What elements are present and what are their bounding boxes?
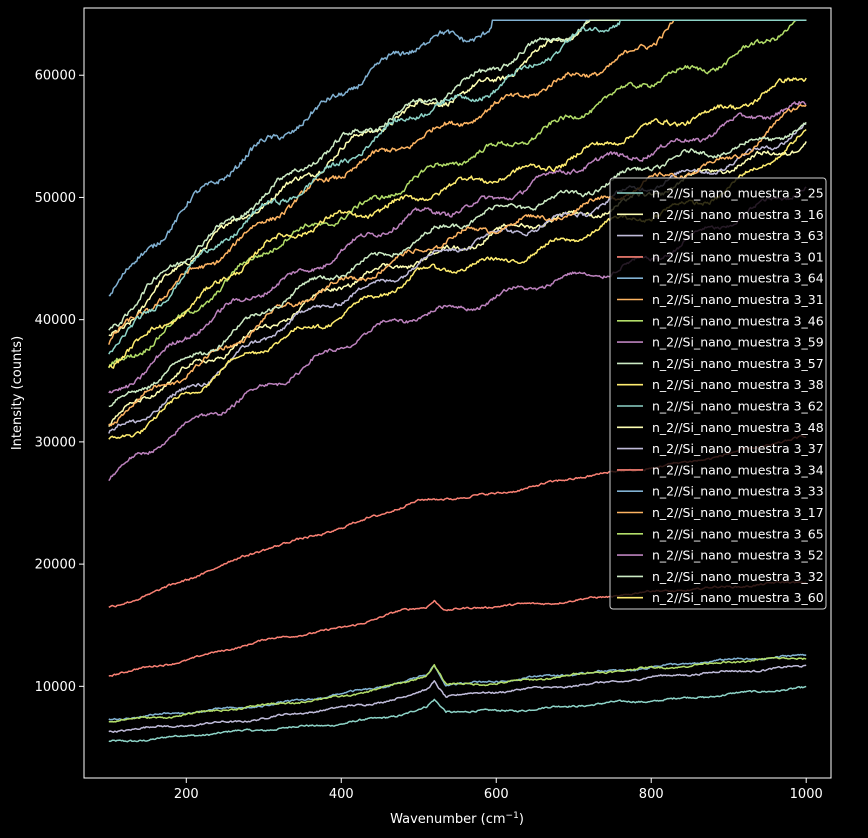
- y-tick-label: 50000: [35, 191, 76, 206]
- legend-entry: n_2//Si_nano_muestra 3_60: [652, 590, 824, 605]
- legend-entry: n_2//Si_nano_muestra 3_57: [652, 356, 824, 371]
- legend-entry: n_2//Si_nano_muestra 3_38: [652, 377, 824, 392]
- x-tick-label: 600: [484, 787, 509, 802]
- legend-entry: n_2//Si_nano_muestra 3_32: [652, 569, 824, 584]
- legend-entry: n_2//Si_nano_muestra 3_64: [652, 271, 824, 286]
- legend-entry: n_2//Si_nano_muestra 3_59: [652, 335, 824, 350]
- legend-entry: n_2//Si_nano_muestra 3_63: [652, 228, 824, 243]
- series-line: [108, 685, 807, 743]
- series-line: [108, 77, 807, 369]
- series-line: [108, 656, 807, 723]
- x-axis-label: Wavenumber (cm−1): [390, 811, 524, 827]
- y-axis: 10000 20000 30000 40000 50000 60000: [35, 69, 84, 695]
- y-tick-label: 30000: [35, 435, 76, 450]
- legend-entry: n_2//Si_nano_muestra 3_17: [652, 505, 824, 520]
- y-tick-label: 60000: [35, 69, 76, 84]
- x-axis: 200 400 600 800 1000: [174, 778, 823, 802]
- legend-box: [609, 177, 827, 610]
- legend-entry: n_2//Si_nano_muestra 3_37: [652, 441, 824, 456]
- legend-entry: n_2//Si_nano_muestra 3_25: [652, 186, 824, 201]
- legend-entry: n_2//Si_nano_muestra 3_33: [652, 484, 824, 499]
- axes-frame: [83, 7, 832, 779]
- legend-entry: n_2//Si_nano_muestra 3_31: [652, 292, 824, 307]
- x-tick-label: 200: [174, 787, 199, 802]
- series-line: [108, 19, 807, 355]
- series-line: [108, 100, 807, 394]
- legend-entry: n_2//Si_nano_muestra 3_62: [652, 399, 824, 414]
- legend-entry: n_2//Si_nano_muestra 3_65: [652, 526, 824, 541]
- series-line: [108, 664, 807, 734]
- y-tick-label: 40000: [35, 313, 76, 328]
- legend-entry: n_2//Si_nano_muestra 3_52: [652, 548, 824, 563]
- y-tick-label: 10000: [35, 680, 76, 695]
- legend-entry: n_2//Si_nano_muestra 3_46: [652, 313, 824, 328]
- x-tick-label: 800: [639, 787, 664, 802]
- legend-entry: n_2//Si_nano_muestra 3_01: [652, 249, 824, 264]
- legend-entry: n_2//Si_nano_muestra 3_16: [652, 207, 824, 222]
- legend-entry: n_2//Si_nano_muestra 3_48: [652, 420, 824, 435]
- y-axis-label: Intensity (counts): [10, 336, 25, 450]
- legend: n_2//Si_nano_muestra 3_25 n_2//Si_nano_mu…: [609, 177, 827, 610]
- series-line: [108, 121, 807, 408]
- x-tick-label: 1000: [790, 787, 823, 802]
- series-line: [108, 19, 807, 369]
- series-line: [108, 103, 807, 427]
- x-tick-label: 400: [329, 787, 354, 802]
- y-tick-label: 20000: [35, 558, 76, 573]
- legend-entry: n_2//Si_nano_muestra 3_34: [652, 462, 824, 477]
